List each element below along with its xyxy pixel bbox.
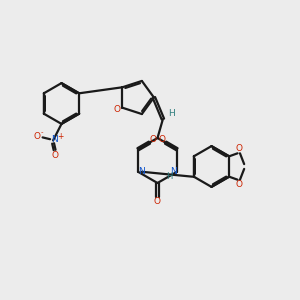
Text: O: O <box>149 135 157 144</box>
Text: O: O <box>154 197 161 206</box>
Text: -: - <box>41 129 43 135</box>
Text: N: N <box>51 135 58 144</box>
Text: N: N <box>171 167 177 176</box>
Text: O: O <box>235 180 242 189</box>
Text: O: O <box>51 152 58 160</box>
Text: O: O <box>235 144 242 153</box>
Text: N: N <box>138 167 145 176</box>
Text: +: + <box>57 132 64 141</box>
Text: O: O <box>158 135 166 144</box>
Text: O: O <box>33 132 40 141</box>
Text: O: O <box>113 105 121 114</box>
Text: H: H <box>169 109 175 118</box>
Text: H: H <box>167 172 173 181</box>
